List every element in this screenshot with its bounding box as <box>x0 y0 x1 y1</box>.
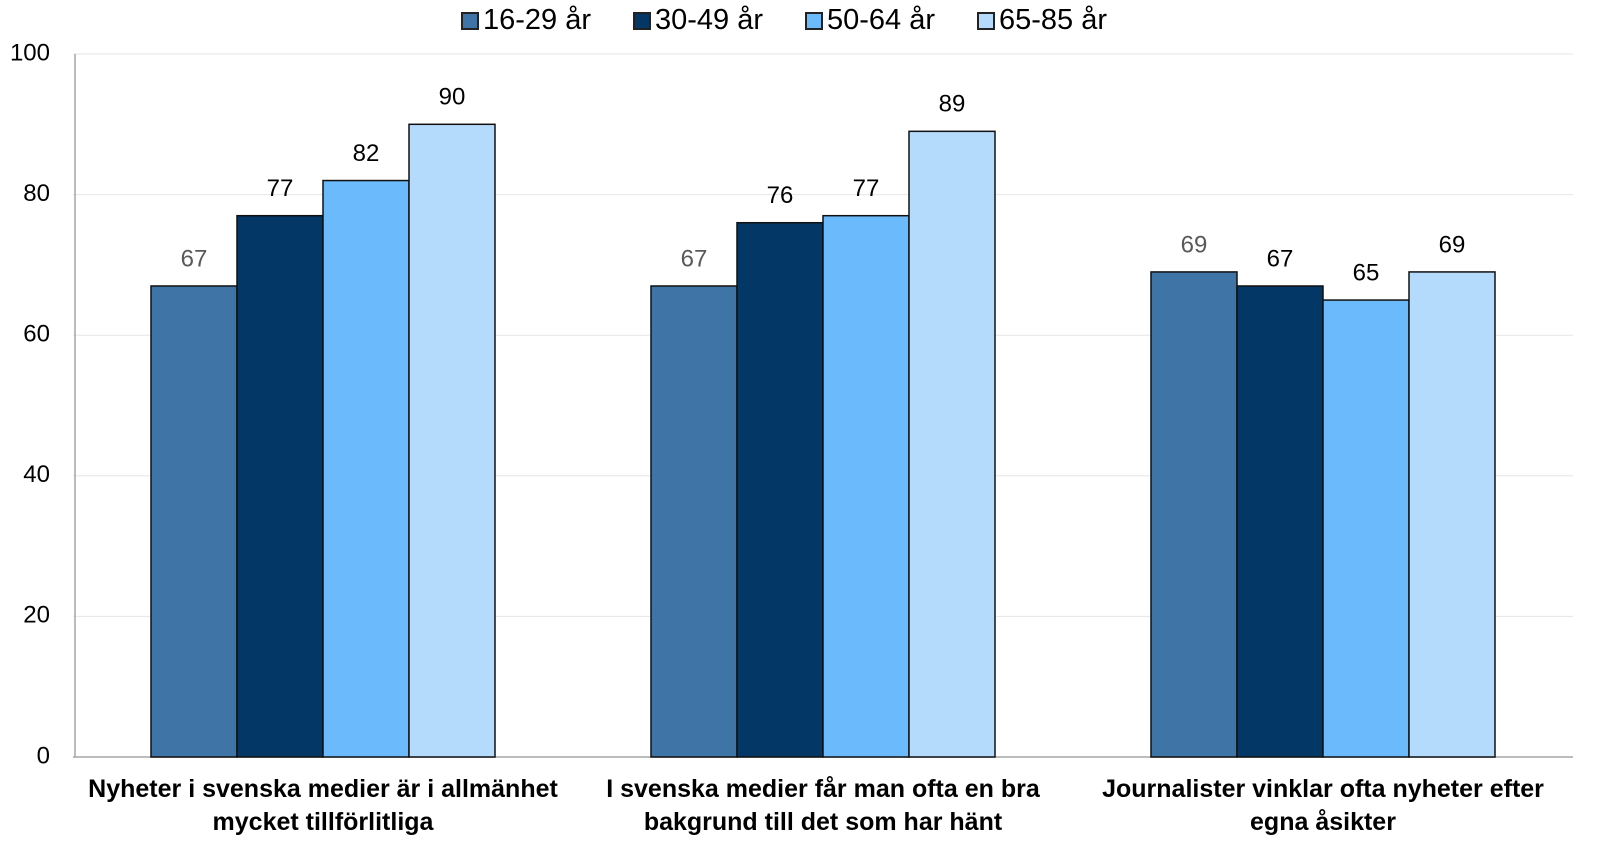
bar <box>150 285 238 758</box>
bar <box>1322 299 1410 758</box>
y-tick-label: 20 <box>23 602 50 629</box>
x-tick-label: I svenska medier får man ofta en bra bak… <box>606 775 1040 836</box>
data-label: 67 <box>1267 245 1294 272</box>
legend-item: 30-49 år <box>632 4 763 37</box>
data-label: 89 <box>939 91 966 118</box>
data-label: 67 <box>681 245 708 272</box>
data-label: 69 <box>1439 231 1466 258</box>
x-tick-label: Journalister vinklar ofta nyheter efter … <box>1102 775 1544 836</box>
y-tick-label: 60 <box>23 321 50 348</box>
data-label: 90 <box>439 84 466 111</box>
bar <box>1150 271 1238 758</box>
data-label: 77 <box>853 175 880 202</box>
legend-swatch <box>977 11 996 30</box>
legend-label: 16-29 år <box>482 4 591 36</box>
y-tick-label: 100 <box>10 39 50 66</box>
legend-item: 65-85 år <box>977 4 1107 37</box>
legend-swatch <box>805 11 823 30</box>
legend-item: 50-64 år <box>805 4 935 37</box>
y-tick-label: 0 <box>37 742 50 769</box>
data-label: 82 <box>353 140 380 167</box>
bar <box>822 214 910 758</box>
bar <box>736 221 824 758</box>
y-tick-label: 40 <box>23 461 50 488</box>
bar <box>908 130 996 758</box>
data-label: 67 <box>181 245 208 272</box>
bar <box>236 214 324 758</box>
legend: 16-29 år 30-49 år 50-64 år 65-85 år <box>0 4 1568 37</box>
legend-label: 30-49 år <box>654 4 763 36</box>
bar <box>1408 271 1496 758</box>
data-label: 65 <box>1353 259 1380 286</box>
data-label: 76 <box>767 182 794 209</box>
bar <box>1236 285 1324 758</box>
legend-label: 65-85 år <box>999 4 1108 36</box>
bar <box>650 285 738 758</box>
legend-item: 16-29 år <box>460 4 591 37</box>
bar <box>408 123 496 758</box>
data-label: 77 <box>267 175 294 202</box>
bar <box>322 179 410 758</box>
legend-swatch <box>460 11 479 30</box>
x-tick-label: Nyheter i svenska medier är i allmänhet … <box>88 775 558 836</box>
legend-label: 50-64 år <box>827 4 936 36</box>
data-label: 69 <box>1181 231 1208 258</box>
legend-swatch <box>632 11 651 30</box>
y-tick-label: 80 <box>23 180 50 207</box>
